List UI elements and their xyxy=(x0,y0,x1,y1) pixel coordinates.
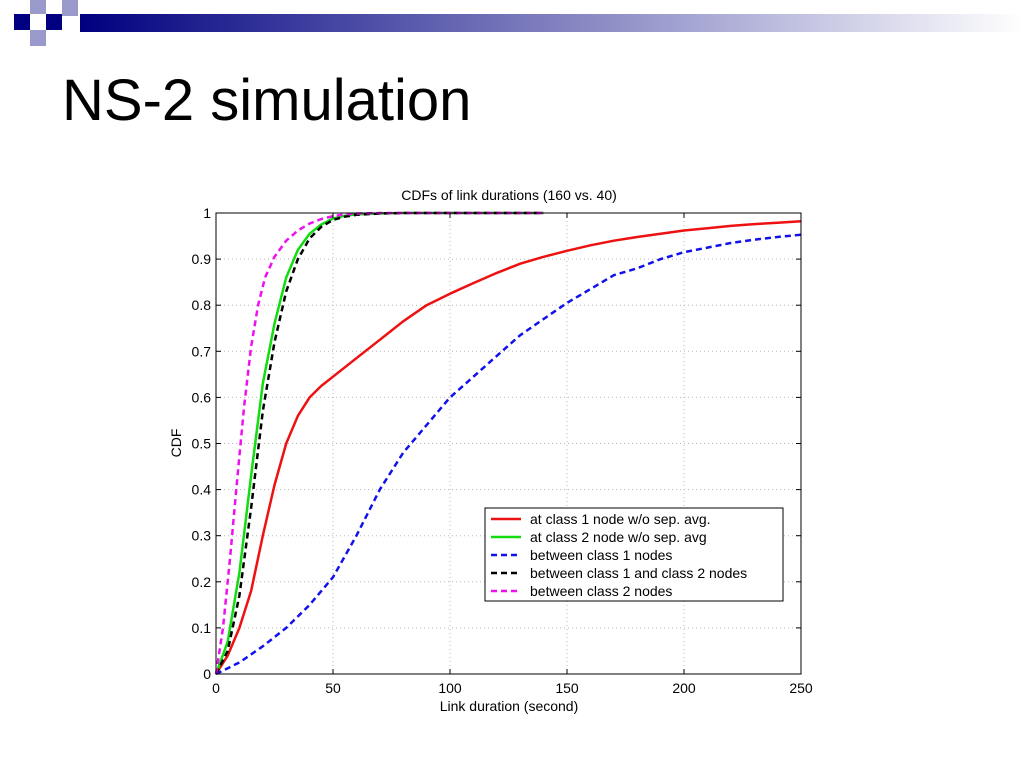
y-tick-label: 0.8 xyxy=(192,297,212,313)
legend-label-2: at class 2 node w/o sep. avg xyxy=(530,529,707,545)
legend-label-1: at class 1 node w/o sep. avg. xyxy=(530,511,711,527)
deco-square-dark-1 xyxy=(14,14,30,30)
x-tick-label: 250 xyxy=(789,680,813,696)
chart-ticks: 0 50 100 150 200 250 0 0.1 0.2 0.3 0.4 0.5 0.6 0.7 0.8… xyxy=(192,205,813,696)
y-tick-label: 1 xyxy=(203,205,211,221)
series-line-1 xyxy=(214,220,802,675)
y-tick-label: 0.5 xyxy=(192,436,212,452)
y-tick-label: 0.9 xyxy=(192,251,212,267)
y-tick-label: 0.3 xyxy=(192,528,212,544)
legend-box xyxy=(484,507,784,602)
series-line-5 xyxy=(214,211,544,675)
x-axis-label: Link duration (second) xyxy=(440,698,579,714)
y-tick-label: 0 xyxy=(203,666,211,682)
deco-square-light-1 xyxy=(30,30,46,46)
title-gradient-bar xyxy=(80,14,1024,32)
legend-label-4: between class 1 and class 2 nodes xyxy=(530,565,747,581)
slide-title: NS-2 simulation xyxy=(62,68,472,133)
chart-title: CDFs of link durations (160 vs. 40) xyxy=(401,187,617,203)
x-tick-label: 100 xyxy=(438,680,462,696)
y-axis-label: CDF xyxy=(168,429,184,458)
x-tick-label: 200 xyxy=(672,680,696,696)
legend-label-3: between class 1 nodes xyxy=(530,547,672,563)
title-decoration xyxy=(14,0,1024,46)
x-tick-label: 0 xyxy=(212,680,220,696)
y-tick-label: 0.6 xyxy=(192,389,212,405)
legend-label-5: between class 2 nodes xyxy=(530,583,672,599)
deco-square-light-3 xyxy=(30,0,46,14)
x-tick-label: 50 xyxy=(325,680,341,696)
y-tick-label: 0.1 xyxy=(192,620,212,636)
chart-legend: at class 1 node w/o sep. avg. at class 2 … xyxy=(484,507,784,602)
x-tick-label: 150 xyxy=(555,680,579,696)
deco-square-light-2 xyxy=(62,0,78,16)
y-tick-label: 0.4 xyxy=(192,482,212,498)
series-line-3 xyxy=(215,233,802,676)
chart-grid xyxy=(216,213,801,674)
y-tick-label: 0.2 xyxy=(192,574,212,590)
deco-square-dark-2 xyxy=(46,14,62,30)
y-tick-label: 0.7 xyxy=(192,343,212,359)
